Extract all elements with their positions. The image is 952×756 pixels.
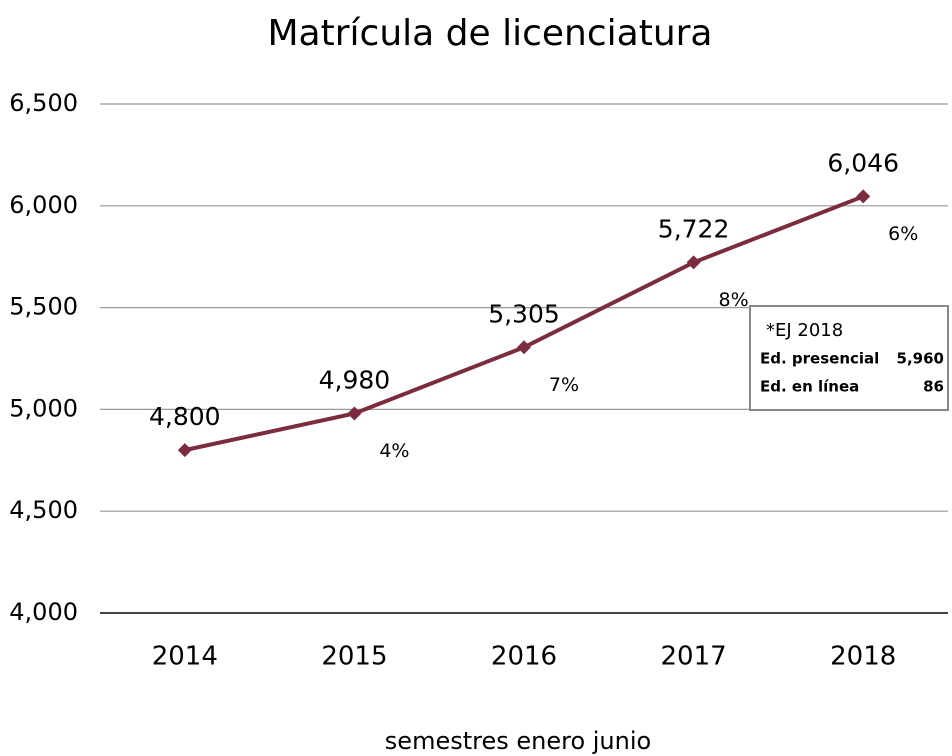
note-value: 86 bbox=[923, 378, 944, 396]
growth-label: 4% bbox=[379, 440, 409, 462]
y-tick-label: 4,000 bbox=[9, 598, 78, 626]
marker bbox=[347, 406, 362, 421]
growth-label: 7% bbox=[549, 374, 579, 396]
marker bbox=[177, 443, 192, 458]
chart-title: Matrícula de licenciatura bbox=[267, 13, 712, 54]
growth-label: 8% bbox=[719, 289, 749, 311]
x-axis-label: semestres enero junio bbox=[385, 727, 651, 755]
x-tick-label: 2015 bbox=[321, 642, 387, 672]
note-box bbox=[749, 305, 949, 411]
y-tick-label: 6,000 bbox=[9, 191, 78, 219]
x-tick-label: 2016 bbox=[491, 642, 557, 672]
marker bbox=[517, 340, 531, 355]
marker bbox=[856, 189, 871, 204]
y-tick-label: 5,000 bbox=[9, 394, 78, 422]
growth-label: 6% bbox=[888, 223, 918, 245]
data-label: 4,980 bbox=[319, 365, 391, 394]
x-tick-label: 2014 bbox=[152, 642, 218, 672]
data-label: 6,046 bbox=[827, 148, 899, 177]
marker bbox=[686, 255, 701, 270]
x-tick-label: 2017 bbox=[661, 642, 727, 672]
data-label: 5,722 bbox=[658, 214, 730, 243]
note-value: 5,960 bbox=[897, 350, 944, 368]
note-title: *EJ 2018 bbox=[766, 320, 843, 341]
data-label: 4,800 bbox=[149, 402, 221, 431]
y-tick-label: 4,500 bbox=[9, 496, 78, 524]
y-tick-label: 6,500 bbox=[9, 89, 78, 117]
x-tick-label: 2018 bbox=[830, 642, 896, 672]
note-label: Ed. en línea bbox=[760, 378, 859, 396]
data-label: 5,305 bbox=[488, 299, 560, 328]
y-tick-label: 5,500 bbox=[9, 293, 78, 321]
note-label: Ed. presencial bbox=[760, 350, 879, 368]
